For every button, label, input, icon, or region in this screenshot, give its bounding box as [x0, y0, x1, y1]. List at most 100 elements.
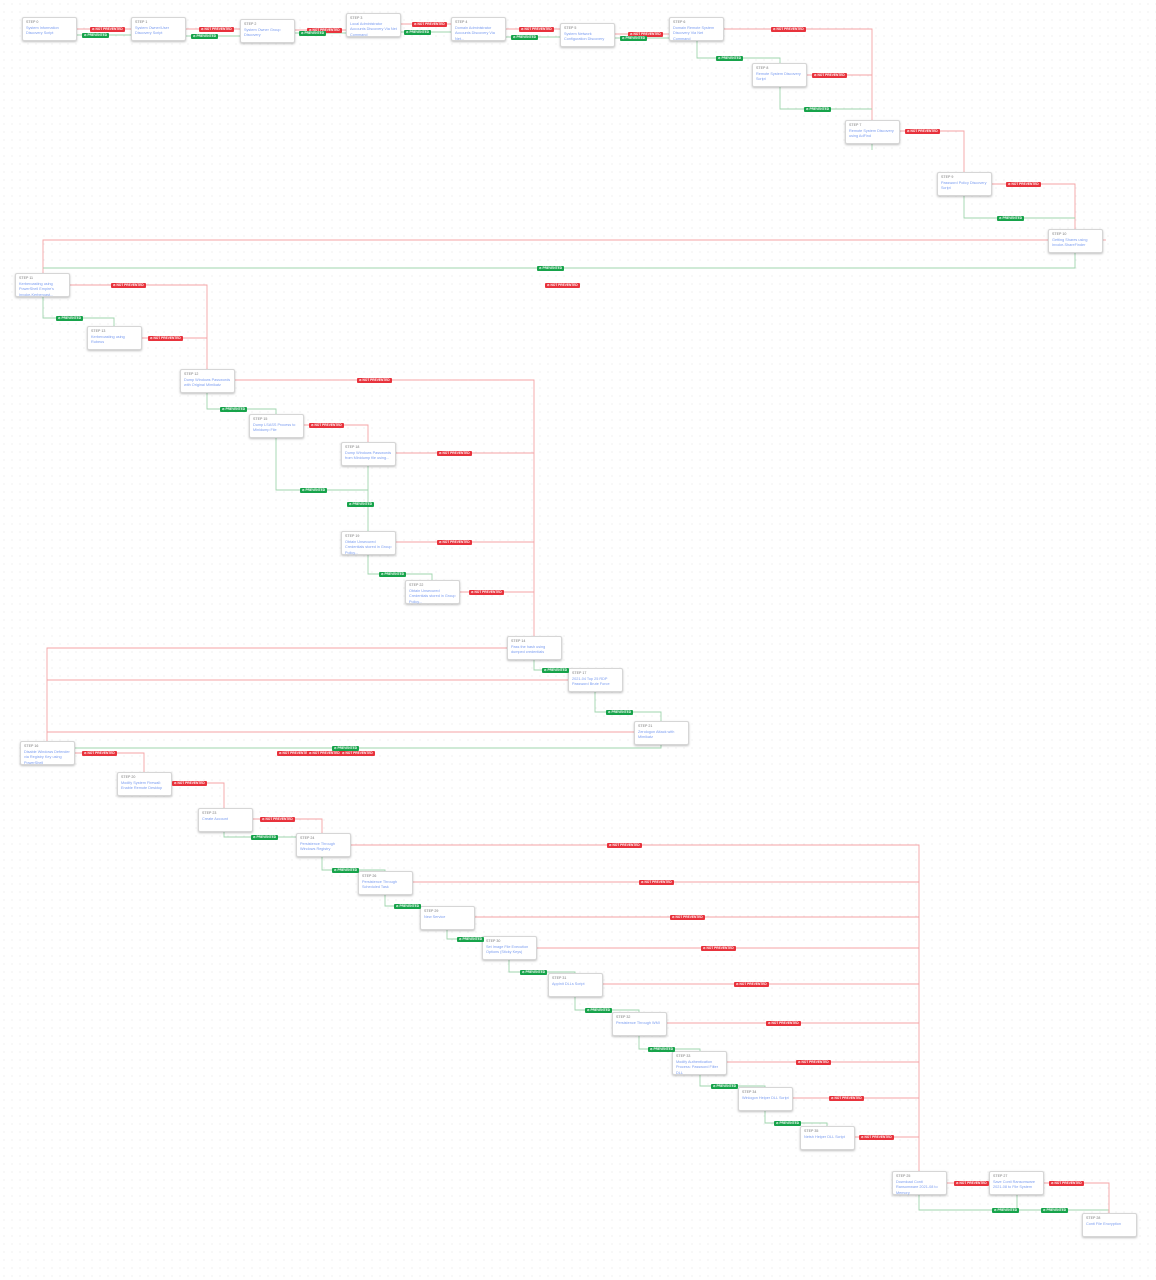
step-node-19[interactable]: STEP 19 Obtain Unsecured Credentials stor… [341, 531, 396, 555]
step-node-11[interactable]: STEP 11 Kerberoasting using PowerShell Em… [15, 273, 70, 297]
not-prevented-badge: ⊘ NOT PREVENTED [260, 817, 295, 822]
step-node-3[interactable]: STEP 3 Local Administrator Accounts Disco… [346, 13, 401, 37]
step-label: STEP 4 [455, 20, 468, 24]
step-node-8[interactable]: STEP 8 Remote System Discovery Script [752, 63, 807, 87]
step-title: Winlogon Helper DLL Script [742, 1096, 789, 1100]
step-node-23[interactable]: STEP 23 Create Account [198, 808, 253, 832]
prevented-edge [42, 297, 115, 326]
step-label: STEP 9 [941, 175, 954, 179]
step-title: Conti File Encryption [1086, 1222, 1122, 1226]
step-title: Save Conti Ransomware 2021-08 to File Sy… [993, 1180, 1035, 1190]
step-node-14[interactable]: STEP 14 Pass the hash using dumped creden… [507, 636, 562, 660]
step-node-7[interactable]: STEP 7 Remote System Discovery using AdFi… [845, 120, 900, 144]
prevented-edge [779, 87, 872, 110]
step-node-17[interactable]: STEP 17 2021-04 Top 25 RDP Password Brute… [568, 668, 623, 692]
step-node-4[interactable]: STEP 4 Domain Administrator Accounts Disc… [451, 17, 506, 41]
not-prevented-badge: ⊘ NOT PREVENTED [111, 283, 146, 288]
step-node-24[interactable]: STEP 24 Persistence Through Windows Regis… [296, 833, 351, 857]
prevented-badge: ⊘ PREVENTED [332, 746, 360, 751]
step-node-21[interactable]: STEP 21 Zerologon Attack with Mimikatz [634, 721, 689, 745]
prevented-badge: ⊘ PREVENTED [394, 904, 422, 909]
prevented-badge: ⊘ PREVENTED [511, 35, 539, 40]
not-prevented-badge: ⊘ NOT PREVENTED [307, 751, 342, 756]
step-node-2[interactable]: STEP 2 System Owner Group Discovery [240, 19, 295, 43]
step-node-5[interactable]: STEP 5 System Network Configuration Disco… [560, 23, 615, 47]
not-prevented-badge: ⊘ NOT PREVENTED [357, 378, 392, 383]
prevented-badge: ⊘ PREVENTED [520, 970, 548, 975]
prevented-badge: ⊘ PREVENTED [82, 33, 110, 38]
step-title: Obtain Unsecured Credentials stored in G… [345, 540, 392, 555]
step-node-25[interactable]: STEP 25 Download Conti Ransomware 2021-08… [892, 1171, 947, 1195]
not-prevented-badge: ⊘ NOT PREVENTED [766, 1021, 801, 1026]
step-title: Zerologon Attack with Mimikatz [638, 730, 675, 740]
prevented-edge [594, 692, 662, 721]
prevented-badge: ⊘ PREVENTED [992, 1208, 1020, 1213]
not-prevented-badge: ⊘ NOT PREVENTED [771, 27, 806, 32]
step-node-32[interactable]: STEP 32 Persistence Through WMI [612, 1012, 667, 1036]
not-prevented-badge: ⊘ NOT PREVENTED [954, 1181, 989, 1186]
not-prevented-badge: ⊘ NOT PREVENTED [90, 27, 125, 32]
not-prevented-badge: ⊘ NOT PREVENTED [628, 32, 663, 37]
prevented-badge: ⊘ PREVENTED [537, 266, 565, 271]
not-prevented-edge [42, 239, 1048, 273]
not-prevented-badge: ⊘ NOT PREVENTED [277, 751, 312, 756]
not-prevented-badge: ⊘ NOT PREVENTED [469, 590, 504, 595]
step-node-1[interactable]: STEP 1 System Owner/User Discovery Script [131, 17, 186, 41]
step-node-9[interactable]: STEP 9 Password Policy Discovery Script [937, 172, 992, 196]
step-label: STEP 25 [896, 1174, 911, 1178]
step-title: Download Conti Ransomware 2021-08 to Mem… [896, 1180, 938, 1195]
step-label: STEP 8 [756, 66, 769, 70]
not-prevented-edge [900, 130, 965, 172]
step-node-35[interactable]: STEP 35 Netsh Helper DLL Script [800, 1126, 855, 1150]
step-node-27[interactable]: STEP 27 Save Conti Ransomware 2021-08 to … [989, 1171, 1044, 1195]
step-label: STEP 14 [511, 639, 526, 643]
not-prevented-edge [235, 379, 535, 636]
step-node-22[interactable]: STEP 22 Obtain Unsecured Credentials stor… [405, 580, 460, 604]
prevented-badge: ⊘ PREVENTED [347, 502, 375, 507]
step-node-30[interactable]: STEP 30 Set Image File Execution Options … [482, 936, 537, 960]
step-title: System Owner Group Discovery [244, 28, 281, 38]
step-title: Obtain Unsecured Credentials stored in G… [409, 589, 456, 604]
step-label: STEP 30 [486, 939, 501, 943]
step-title: System Network Configuration Discovery [564, 32, 605, 42]
step-node-6[interactable]: STEP 6 Domain Remote System Discovery Via… [669, 17, 724, 41]
step-node-20[interactable]: STEP 20 Modify System Firewall: Enable Re… [117, 772, 172, 796]
step-label: STEP 7 [849, 123, 862, 127]
prevented-badge: ⊘ PREVENTED [606, 710, 634, 715]
step-node-10[interactable]: STEP 10 Getting Shares using Invoke-Share… [1048, 229, 1103, 253]
step-label: STEP 16 [24, 744, 39, 748]
step-node-33[interactable]: STEP 33 Modify Authentication Process: Pa… [672, 1051, 727, 1075]
step-node-28[interactable]: STEP 28 Conti File Encryption [1082, 1213, 1137, 1237]
step-label: STEP 17 [572, 671, 587, 675]
step-node-16[interactable]: STEP 16 Disable Windows Defender via Regi… [20, 741, 75, 765]
step-label: STEP 31 [552, 976, 567, 980]
step-title: Disable Windows Defender via Registry Ke… [24, 750, 70, 765]
not-prevented-badge: ⊘ NOT PREVENTED [1049, 1181, 1084, 1186]
step-title: Kerberoasting using PowerShell Empire's … [19, 282, 54, 297]
step-node-34[interactable]: STEP 34 Winlogon Helper DLL Script [738, 1087, 793, 1111]
step-node-31[interactable]: STEP 31 AppInit DLLs Script [548, 973, 603, 997]
step-node-29[interactable]: STEP 29 New Service [420, 906, 475, 930]
step-node-13[interactable]: STEP 13 Kerberoasting using Rubeus [87, 326, 142, 350]
step-node-26[interactable]: STEP 26 Persistence Through Scheduled Tas… [358, 871, 413, 895]
not-prevented-badge: ⊘ NOT PREVENTED [437, 451, 472, 456]
step-label: STEP 13 [91, 329, 106, 333]
step-label: STEP 5 [564, 26, 577, 30]
step-label: STEP 34 [742, 1090, 757, 1094]
step-title: Set Image File Execution Options (Sticky… [486, 945, 529, 955]
step-node-15[interactable]: STEP 15 Dump LSASS Process to Minidump Fi… [249, 414, 304, 438]
step-node-12[interactable]: STEP 12 Dump Windows Passwords with Origi… [180, 369, 235, 393]
step-label: STEP 10 [1052, 232, 1067, 236]
not-prevented-badge: ⊘ NOT PREVENTED [307, 28, 342, 33]
prevented-badge: ⊘ PREVENTED [711, 1084, 739, 1089]
step-node-18[interactable]: STEP 18 Dump Windows Passwords from Minid… [341, 442, 396, 466]
step-title: Domain Administrator Accounts Discovery … [455, 26, 495, 41]
prevented-badge: ⊘ PREVENTED [332, 868, 360, 873]
prevented-badge: ⊘ PREVENTED [191, 34, 219, 39]
step-title: Password Policy Discovery Script [941, 181, 987, 191]
step-label: STEP 11 [19, 276, 34, 280]
step-node-0[interactable]: STEP 0 System Information Discovery Scrip… [22, 17, 77, 41]
not-prevented-badge: ⊘ NOT PREVENTED [796, 1060, 831, 1065]
prevented-badge: ⊘ PREVENTED [542, 668, 570, 673]
not-prevented-badge: ⊘ NOT PREVENTED [199, 27, 234, 32]
